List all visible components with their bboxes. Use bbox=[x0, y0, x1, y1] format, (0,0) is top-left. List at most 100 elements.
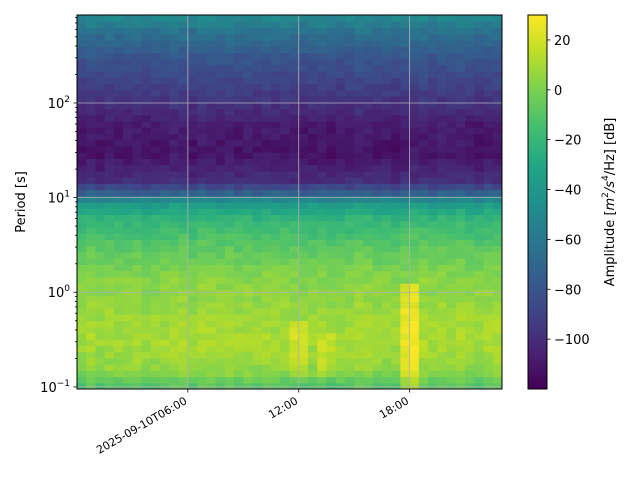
heatmap-cell bbox=[234, 120, 244, 128]
heatmap-cell bbox=[95, 114, 106, 122]
heatmap-cell bbox=[95, 195, 106, 203]
heatmap-cell bbox=[381, 15, 392, 22]
heatmap-cell bbox=[224, 127, 235, 135]
heatmap-cell bbox=[271, 339, 281, 346]
heatmap-cell bbox=[113, 270, 124, 278]
heatmap-cell bbox=[187, 220, 198, 228]
heatmap-cell bbox=[474, 314, 485, 322]
heatmap-cell bbox=[187, 326, 198, 334]
heatmap-cell bbox=[372, 195, 383, 203]
heatmap-cell bbox=[252, 164, 263, 172]
heatmap-cell bbox=[317, 276, 328, 284]
heatmap-cell bbox=[169, 320, 180, 328]
heatmap-cell bbox=[298, 164, 309, 172]
heatmap-cell bbox=[243, 276, 254, 284]
heatmap-cell bbox=[271, 152, 281, 159]
heatmap-cell bbox=[372, 364, 383, 371]
heatmap-cell bbox=[298, 301, 309, 309]
heatmap-cell bbox=[354, 96, 365, 103]
heatmap-cell bbox=[197, 326, 207, 334]
heatmap-cell bbox=[428, 152, 438, 159]
heatmap-cell bbox=[363, 15, 374, 22]
heatmap-cell bbox=[178, 382, 189, 389]
heatmap-cell bbox=[150, 351, 161, 359]
heatmap-cell bbox=[289, 276, 300, 284]
heatmap-cell bbox=[492, 139, 502, 147]
heatmap-cell bbox=[280, 270, 291, 278]
heatmap-cell bbox=[381, 183, 392, 191]
colorbar-label: Amplitude [m2/s4/Hz] [dB] bbox=[601, 118, 618, 287]
heatmap-cell bbox=[307, 152, 318, 159]
heatmap-cell bbox=[483, 214, 494, 222]
heatmap-cell bbox=[252, 245, 263, 253]
heatmap-cell bbox=[298, 320, 309, 328]
heatmap-cell bbox=[492, 351, 502, 359]
heatmap-cell bbox=[132, 345, 143, 353]
heatmap-cell bbox=[224, 120, 235, 128]
heatmap-cell bbox=[428, 364, 438, 371]
heatmap-cell bbox=[483, 295, 494, 303]
heatmap-cell bbox=[363, 320, 374, 328]
heatmap-cell bbox=[492, 339, 502, 346]
heatmap-cell bbox=[372, 127, 383, 135]
heatmap-cell bbox=[437, 351, 448, 359]
heatmap-cell bbox=[400, 195, 411, 203]
heatmap-cell bbox=[243, 83, 254, 91]
x-tick-label: 2025-09-10T06:00 bbox=[94, 394, 189, 456]
heatmap-cell bbox=[123, 251, 134, 259]
heatmap-cell bbox=[391, 251, 401, 259]
heatmap-cell bbox=[123, 139, 134, 147]
heatmap-cell bbox=[141, 226, 152, 234]
heatmap-cell bbox=[483, 357, 494, 365]
heatmap-cell bbox=[455, 21, 466, 29]
heatmap-cell bbox=[234, 326, 244, 334]
colorbar-tick-label: −60 bbox=[554, 233, 581, 248]
heatmap-cell bbox=[363, 108, 374, 116]
heatmap-cell bbox=[381, 214, 392, 222]
heatmap-cell bbox=[224, 264, 235, 272]
heatmap-cell bbox=[234, 351, 244, 359]
heatmap-cell bbox=[261, 314, 272, 322]
heatmap-cell bbox=[132, 139, 143, 147]
heatmap-cell bbox=[428, 139, 438, 147]
heatmap-cell bbox=[261, 39, 272, 47]
heatmap-cell bbox=[150, 226, 161, 234]
heatmap-cell bbox=[465, 376, 475, 384]
heatmap-cell bbox=[123, 351, 134, 359]
heatmap-cell bbox=[280, 314, 291, 322]
heatmap-cell bbox=[187, 364, 198, 371]
heatmap-cell bbox=[455, 33, 466, 41]
heatmap-cell bbox=[261, 376, 272, 384]
heatmap-cell bbox=[197, 376, 207, 384]
heatmap-cell bbox=[483, 283, 494, 290]
heatmap-cell bbox=[104, 270, 115, 278]
heatmap-cell bbox=[391, 245, 401, 253]
heatmap-cell bbox=[465, 120, 475, 128]
heatmap-cell bbox=[187, 276, 198, 284]
heatmap-cell bbox=[363, 164, 374, 172]
heatmap-cell bbox=[224, 370, 235, 378]
heatmap-cell bbox=[298, 133, 309, 141]
heatmap-cell bbox=[261, 152, 272, 159]
heatmap-cell bbox=[224, 258, 235, 265]
heatmap-cell bbox=[307, 301, 318, 309]
heatmap-cell bbox=[344, 258, 355, 265]
heatmap-cell bbox=[455, 52, 466, 60]
heatmap-cell bbox=[335, 264, 346, 272]
heatmap-cell bbox=[77, 46, 87, 53]
heatmap-cell bbox=[86, 270, 97, 278]
heatmap-cell bbox=[400, 145, 411, 153]
heatmap-cell bbox=[206, 301, 217, 309]
heatmap-cell bbox=[344, 301, 355, 309]
heatmap-cell bbox=[381, 239, 392, 247]
heatmap-cell bbox=[372, 139, 383, 147]
heatmap-cell bbox=[317, 364, 328, 371]
heatmap-cell bbox=[123, 276, 134, 284]
heatmap-cell bbox=[224, 52, 235, 60]
heatmap-cell bbox=[492, 251, 502, 259]
heatmap-cell bbox=[298, 77, 309, 85]
heatmap-cell bbox=[197, 152, 207, 159]
heatmap-cell bbox=[428, 251, 438, 259]
heatmap-cell bbox=[169, 177, 180, 184]
heatmap-cell bbox=[132, 114, 143, 122]
